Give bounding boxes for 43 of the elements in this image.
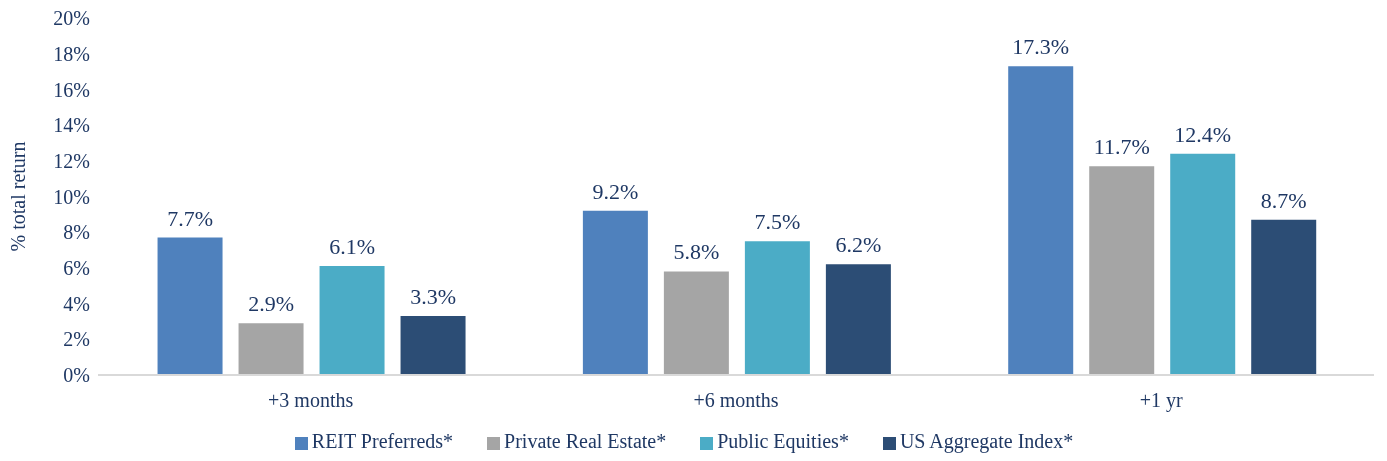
data-label: 2.9% (248, 291, 294, 317)
y-tick-label: 14% (53, 114, 90, 137)
legend-label: Public Equities* (717, 430, 849, 452)
y-tick-label: 12% (53, 149, 90, 172)
legend-label: REIT Preferreds* (311, 430, 454, 452)
data-label: 5.8% (673, 239, 720, 265)
bar (825, 264, 891, 375)
bar (744, 241, 810, 375)
data-label: 17.3% (1012, 34, 1070, 60)
legend-label: US Aggregate Index* (899, 430, 1074, 452)
bar (319, 266, 385, 375)
data-label: 6.2% (835, 232, 882, 258)
x-tick-label: +6 months (693, 389, 779, 412)
bar (1170, 153, 1236, 375)
data-label: 7.5% (754, 209, 801, 235)
y-tick-label: 20% (53, 7, 90, 30)
data-label: 9.2% (592, 178, 639, 204)
data-label: 6.1% (329, 234, 375, 260)
data-label: 7.7% (167, 205, 213, 231)
y-tick-label: 8% (63, 221, 90, 244)
y-tick-label: 18% (53, 42, 90, 65)
bar (157, 237, 223, 375)
data-label: 11.7% (1093, 134, 1150, 160)
y-tick-label: 4% (63, 292, 90, 315)
y-tick-label: 6% (63, 257, 90, 279)
legend-label: Private Real Estate* (504, 430, 667, 452)
y-tick-label: 10% (53, 185, 90, 208)
y-tick-label: 2% (63, 328, 90, 351)
bar (1008, 66, 1074, 375)
data-label: 12.4% (1174, 121, 1232, 147)
y-tick-label: 16% (53, 78, 90, 101)
bar (400, 316, 466, 375)
y-axis-title: % total return (7, 141, 30, 252)
bar (238, 323, 304, 375)
bar (1089, 166, 1155, 375)
bar (663, 271, 729, 375)
bar (1251, 219, 1317, 375)
bar (582, 210, 648, 375)
x-tick-label: +3 months (268, 389, 354, 412)
y-tick-label: 0% (63, 364, 90, 387)
data-label: 8.7% (1260, 187, 1307, 213)
data-label: 3.3% (410, 284, 456, 310)
x-tick-label: +1 yr (1139, 389, 1184, 413)
